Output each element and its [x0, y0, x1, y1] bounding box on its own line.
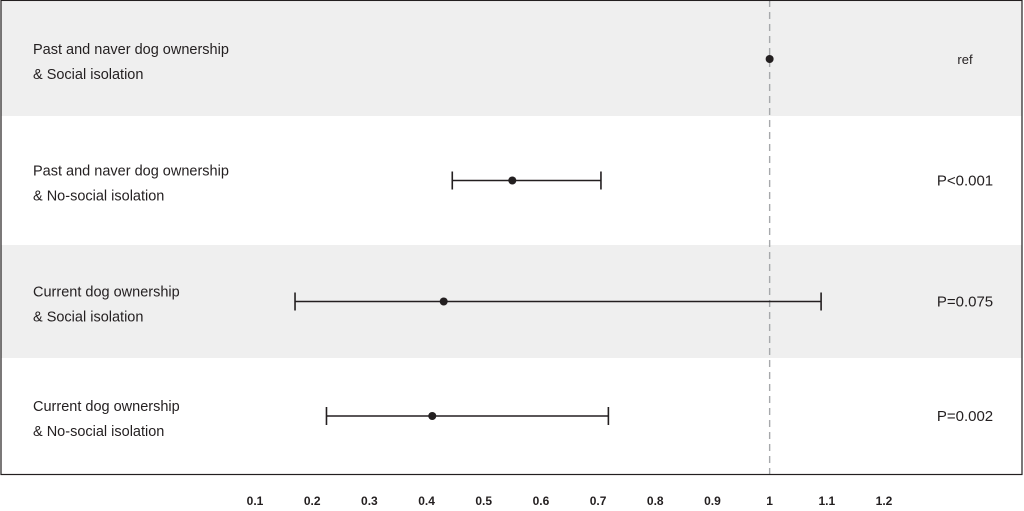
row-label-line1: Past and naver dog ownership: [33, 164, 229, 180]
point-estimate: [508, 176, 517, 185]
x-tick-label: 0.7: [590, 494, 607, 508]
row-label-line2: & Social isolation: [33, 310, 143, 326]
x-tick-label: 0.2: [304, 494, 321, 508]
x-tick-label: 0.6: [533, 494, 550, 508]
p-value-label: P=0.002: [937, 408, 993, 425]
x-tick-label: 0.8: [647, 494, 664, 508]
forest-row: Current dog ownership & Social isolation P…: [33, 285, 993, 326]
forest-row: Current dog ownership & No-social isolati…: [33, 399, 993, 440]
point-estimate: [765, 55, 774, 63]
row-label-line2: & No-social isolation: [33, 424, 164, 440]
x-tick-label: 1: [766, 494, 773, 508]
forest-row: Past and naver dog ownership & No-social …: [33, 164, 993, 205]
row-band: [1, 2, 1022, 116]
point-estimate: [428, 412, 437, 420]
row-label-line1: Current dog ownership: [33, 285, 180, 301]
x-tick-label: 0.5: [475, 494, 492, 508]
rows: Past and naver dog ownership & Social iso…: [33, 42, 993, 440]
x-tick-label: 0.3: [361, 494, 378, 508]
x-tick-label: 0.1: [247, 494, 264, 508]
x-tick-label: 0.9: [704, 494, 721, 508]
row-label-line1: Past and naver dog ownership: [33, 42, 229, 58]
p-value-label: ref: [957, 52, 973, 67]
x-tick-label: 1.2: [876, 494, 893, 508]
p-value-label: P<0.001: [937, 173, 993, 190]
p-value-label: P=0.075: [937, 294, 993, 311]
row-label-line1: Current dog ownership: [33, 399, 180, 415]
row-label-line2: & No-social isolation: [33, 189, 164, 205]
x-axis-ticks: 0.1 0.2 0.3 0.4 0.5 0.6 0.7 0.8 0.9 1 1.1 1.2: [247, 494, 893, 508]
point-estimate: [439, 297, 448, 306]
plot-frame: [0, 0, 1023, 476]
row-label-line2: & Social isolation: [33, 67, 143, 83]
x-tick-label: 0.4: [418, 494, 435, 508]
x-tick-label: 1.1: [818, 494, 835, 508]
forest-row: Past and naver dog ownership & Social iso…: [33, 42, 973, 83]
